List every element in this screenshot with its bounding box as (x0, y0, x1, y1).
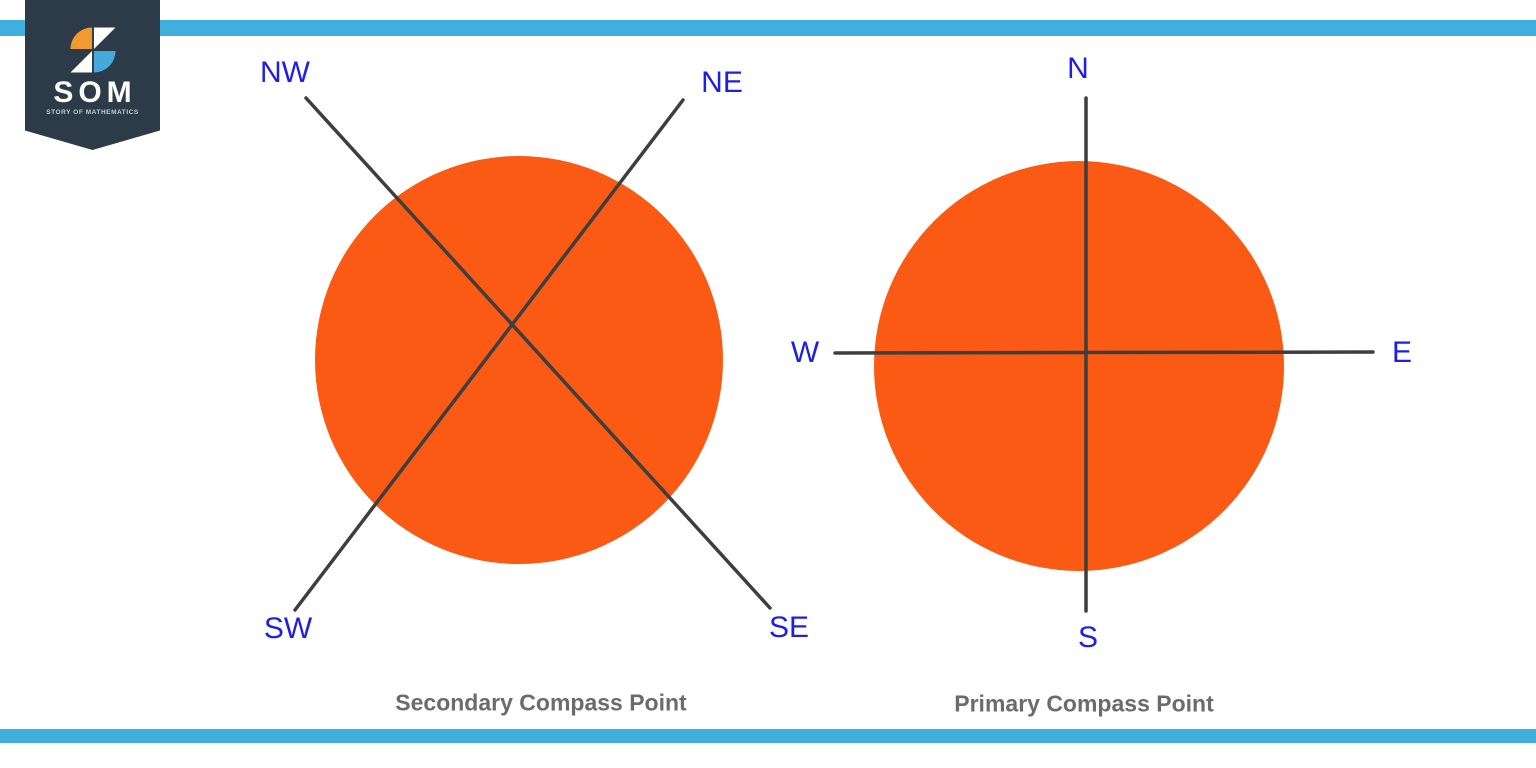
secondary-compass-circle (315, 156, 723, 564)
compass-label-nw: NW (260, 56, 310, 89)
compass-label-n: N (1067, 52, 1089, 85)
bottom-accent-bar (0, 729, 1536, 743)
compass-label-e: E (1391, 336, 1413, 369)
compass-label-w: W (790, 336, 820, 369)
pinwheel-blue-quarter (93, 50, 116, 73)
compass-label-se: SE (768, 611, 810, 644)
compass-label-sw: SW (263, 612, 313, 645)
som-logo-badge[interactable]: SOM STORY OF MATHEMATICS (25, 0, 160, 150)
secondary-compass-caption: Secondary Compass Point (395, 689, 687, 716)
som-pinwheel-icon (70, 27, 116, 73)
compass-label-ne: NE (701, 66, 743, 99)
secondary-line-ne-sw (293, 98, 685, 612)
secondary-line-nw-se (304, 96, 772, 610)
som-logo-text: SOM (53, 76, 137, 109)
pinwheel-orange-quarter (70, 27, 93, 50)
pinwheel-white-triangle-top (93, 27, 116, 50)
top-accent-bar (0, 20, 1536, 36)
primary-compass-caption: Primary Compass Point (954, 690, 1214, 717)
compass-label-s: S (1077, 621, 1099, 654)
som-logo-tagline: STORY OF MATHEMATICS (46, 109, 139, 116)
primary-compass-circle (874, 161, 1284, 571)
pinwheel-white-triangle-bottom (70, 50, 93, 73)
primary-line-w-e (833, 350, 1375, 355)
